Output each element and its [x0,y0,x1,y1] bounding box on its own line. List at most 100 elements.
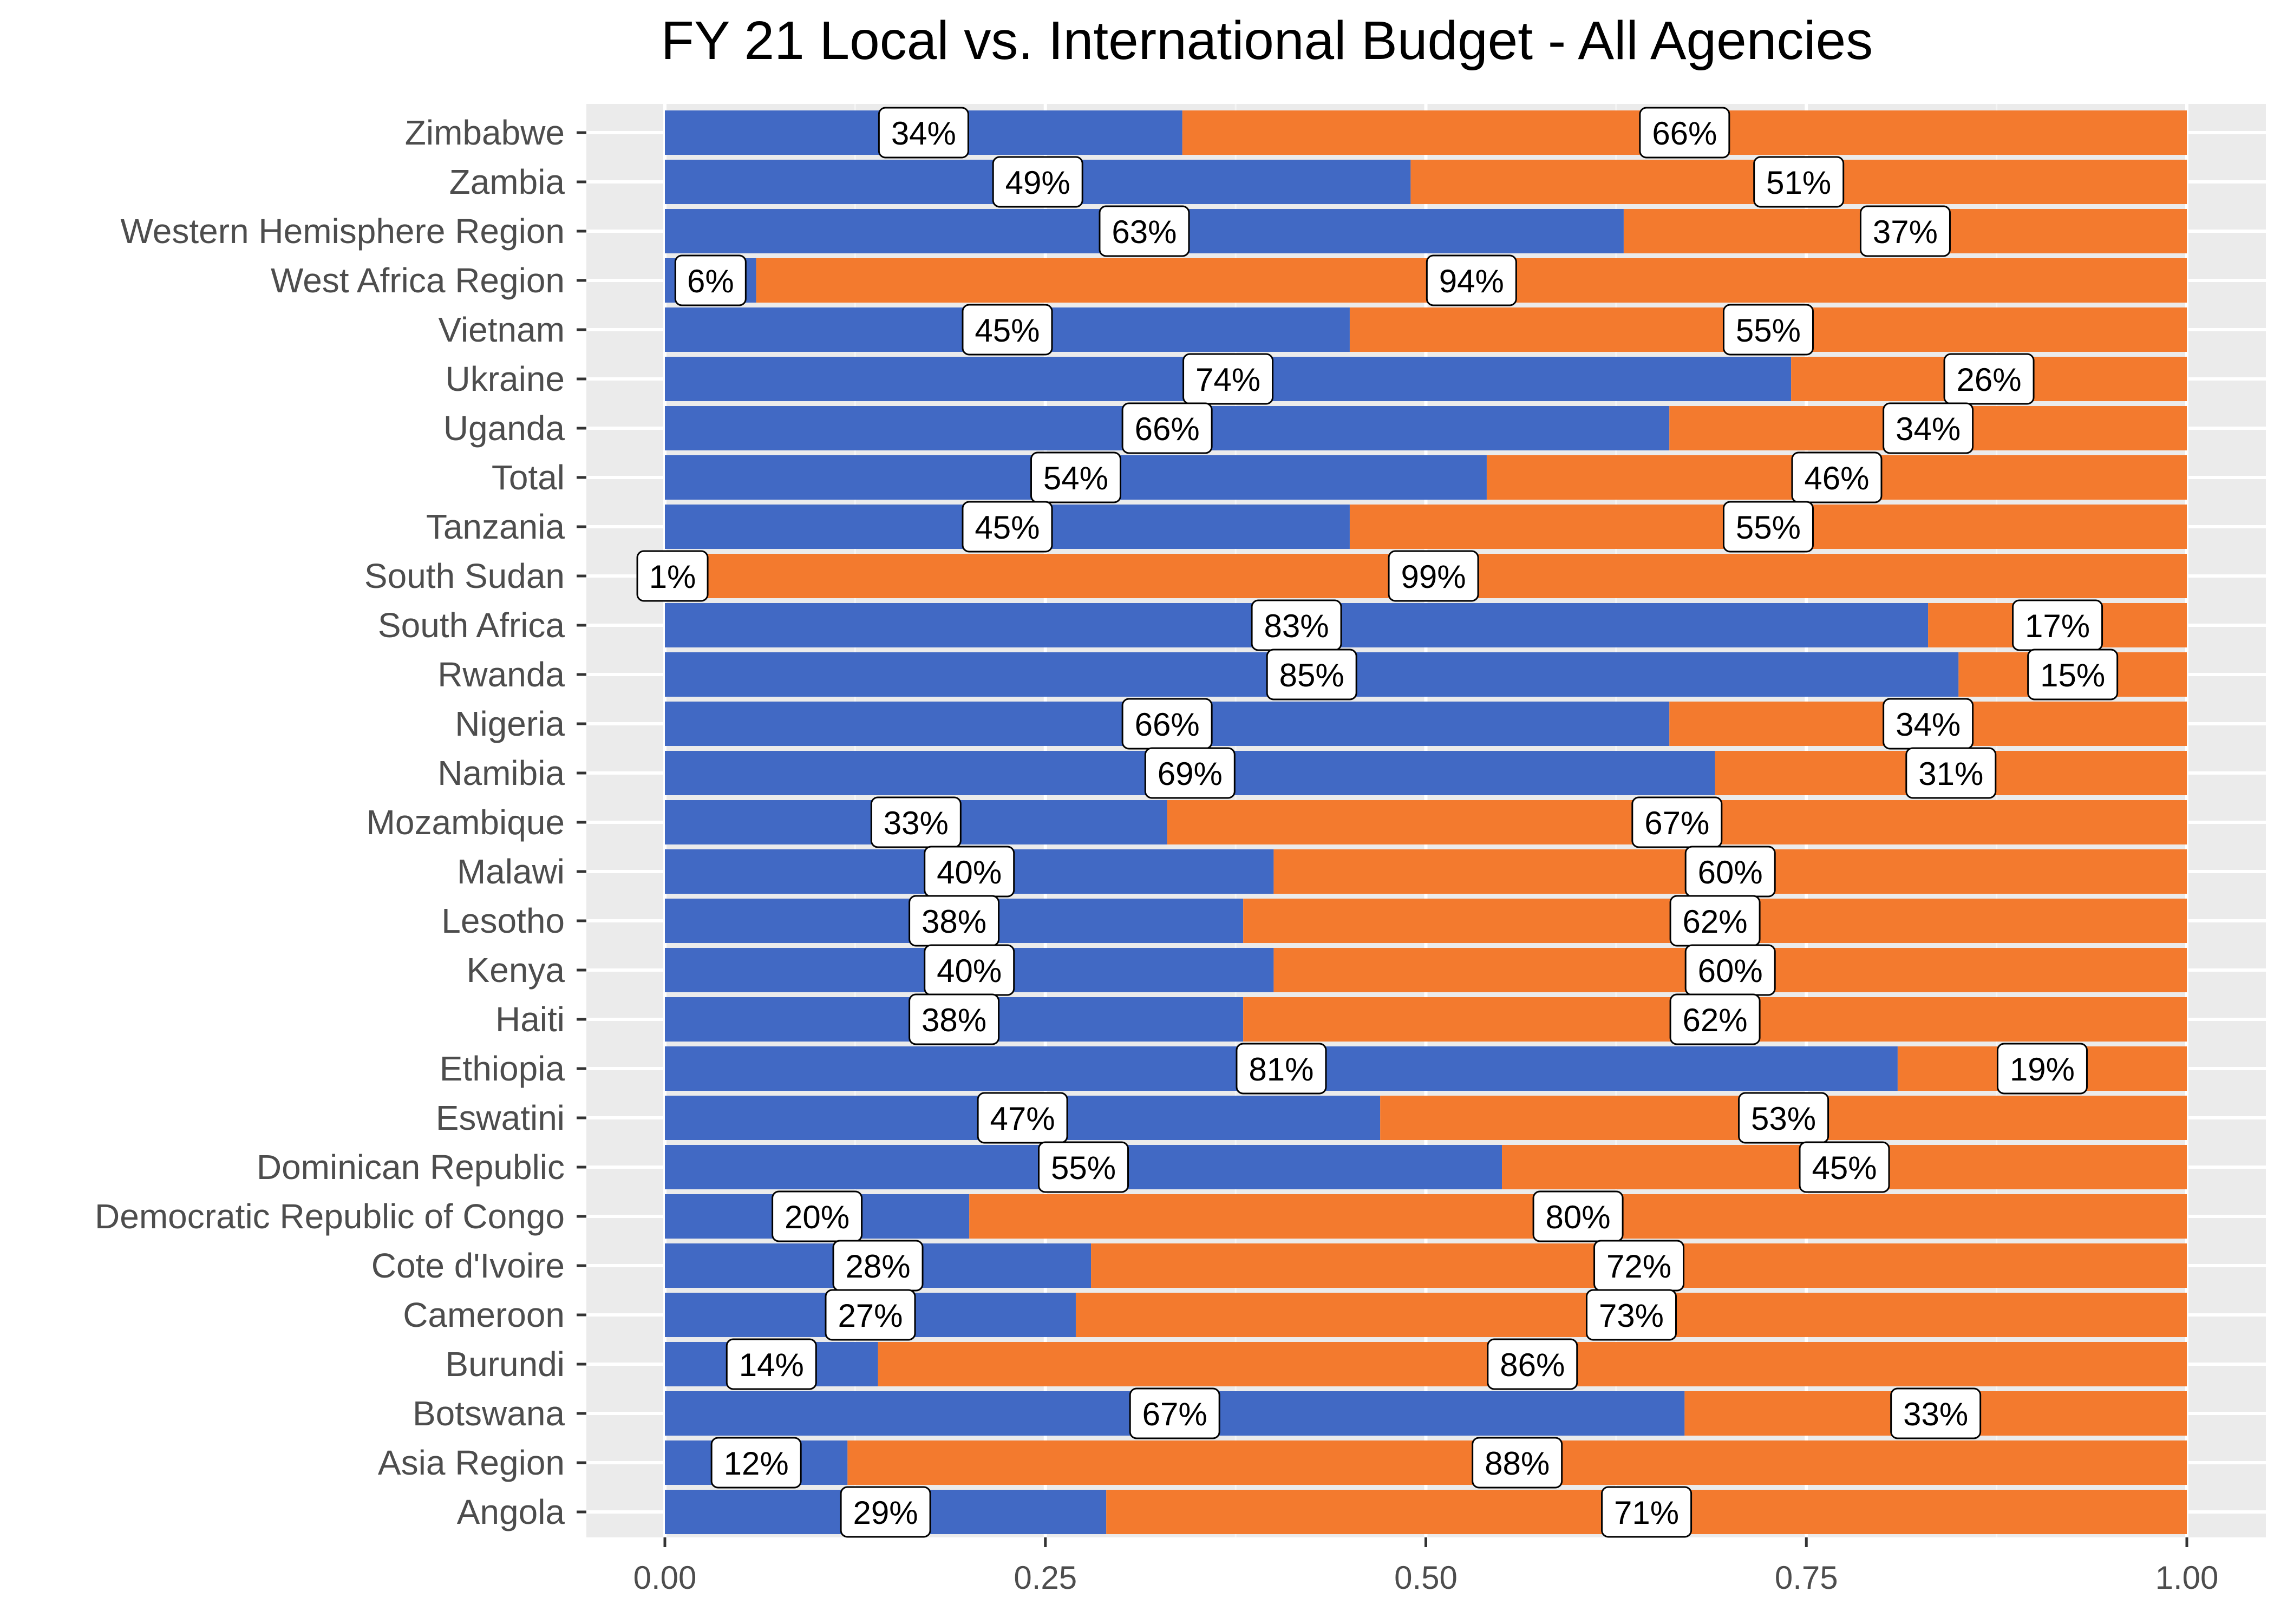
data-label-box [726,1338,817,1390]
y-tick-label: Asia Region [378,1443,565,1482]
x-tick-label: 0.25 [1014,1560,1077,1596]
x-axis: 0.00 0.25 0.50 0.75 1.00 [633,1537,2218,1596]
data-label: 20% [772,1190,863,1242]
data-label-box [1799,1141,1890,1193]
data-label: 62% [1669,993,1761,1045]
y-tick-label: Cameroon [403,1295,565,1334]
y-tick-label: Botswana [413,1394,565,1433]
data-label-box [1943,353,2035,405]
data-label-text: 34% [891,115,956,152]
data-label: 60% [1684,846,1776,898]
data-label-box [1182,353,1274,405]
data-label-text: 19% [2010,1051,2075,1088]
data-label-box [1487,1338,1578,1390]
data-label-box [1129,1387,1220,1439]
data-label: 26% [1943,353,2035,405]
data-label-box [1631,796,1723,848]
data-label-box [1030,451,1121,503]
data-label: 33% [870,796,962,848]
data-label-text: 17% [2025,608,2090,644]
data-label-box [1585,1289,1677,1341]
data-label: 67% [1631,796,1723,848]
data-label-text: 62% [1683,1002,1748,1038]
data-label-box [1639,107,1730,159]
data-label-text: 6% [687,263,734,299]
data-label-text: 20% [785,1199,850,1235]
data-label: 29% [840,1486,931,1538]
data-label-text: 34% [1896,411,1961,447]
data-label-text: 14% [739,1347,804,1383]
data-label-box [710,1437,802,1489]
data-label-text: 72% [1606,1248,1671,1285]
data-label: 88% [1472,1437,1563,1489]
data-label-text: 67% [1142,1396,1207,1432]
data-label: 73% [1585,1289,1677,1341]
y-tick-label: Vietnam [438,310,565,349]
data-label-text: 33% [1903,1396,1968,1432]
data-label-text: 29% [853,1495,918,1531]
data-label-text: 60% [1698,953,1763,989]
data-label-text: 51% [1766,165,1831,201]
data-label-text: 55% [1736,312,1801,349]
data-label-text: 1% [649,559,696,595]
data-label-text: 74% [1195,362,1260,398]
data-label-text: 45% [1812,1150,1877,1186]
data-label: 46% [1791,451,1883,503]
data-label: 55% [1722,501,1814,553]
data-label-text: 66% [1652,115,1717,152]
data-label: 34% [1883,402,1974,454]
y-tick-label: Eswatini [436,1098,565,1137]
y-tick-label: Dominican Republic [257,1148,565,1187]
data-label: 34% [1883,698,1974,750]
data-label: 40% [924,944,1015,996]
y-tick-label: Mozambique [367,803,565,842]
data-label-text: 71% [1614,1495,1679,1531]
data-label: 38% [909,993,1000,1045]
data-label: 27% [825,1289,916,1341]
data-label: 47% [977,1092,1068,1144]
data-label: 60% [1684,944,1776,996]
data-label-box [1144,747,1236,799]
x-tick-label: 0.50 [1394,1560,1458,1596]
x-tick-label: 0.00 [633,1560,697,1596]
data-label-text: 47% [990,1101,1055,1137]
data-label-text: 69% [1158,756,1223,792]
data-label: 12% [710,1437,802,1489]
data-label-text: 54% [1043,460,1108,496]
data-label-text: 12% [724,1445,789,1482]
data-label-text: 49% [1005,165,1070,201]
data-label-box [962,501,1053,553]
y-tick-label: Total [492,458,565,497]
data-label-text: 80% [1546,1199,1611,1235]
data-label-text: 46% [1804,460,1869,496]
data-label: 55% [1038,1141,1129,1193]
data-label-box [1038,1141,1129,1193]
data-label: 49% [992,156,1083,208]
data-label-box [1532,1190,1624,1242]
data-label: 6% [674,254,747,306]
data-label-text: 85% [1279,657,1344,693]
data-label: 31% [1905,747,1997,799]
data-label: 53% [1738,1092,1829,1144]
data-label-box [1121,402,1213,454]
data-label-text: 62% [1683,903,1748,940]
data-label-text: 55% [1736,509,1801,546]
data-label-text: 86% [1500,1347,1565,1383]
data-label-text: 34% [1896,706,1961,743]
data-label: 67% [1129,1387,1220,1439]
data-label-box [909,993,1000,1045]
y-tick-label: South Africa [378,606,565,645]
data-label-box [870,796,962,848]
data-label-text: 66% [1135,411,1200,447]
data-label: 54% [1030,451,1121,503]
y-tick-label: Namibia [437,754,565,793]
y-tick-label: Ukraine [445,359,565,398]
data-label: 45% [1799,1141,1890,1193]
data-label-text: 94% [1439,263,1504,299]
data-label-box [1236,1043,1327,1095]
data-label-text: 31% [1918,756,1983,792]
data-label-box [1722,501,1814,553]
data-label-text: 99% [1401,559,1466,595]
data-label: 69% [1144,747,1236,799]
